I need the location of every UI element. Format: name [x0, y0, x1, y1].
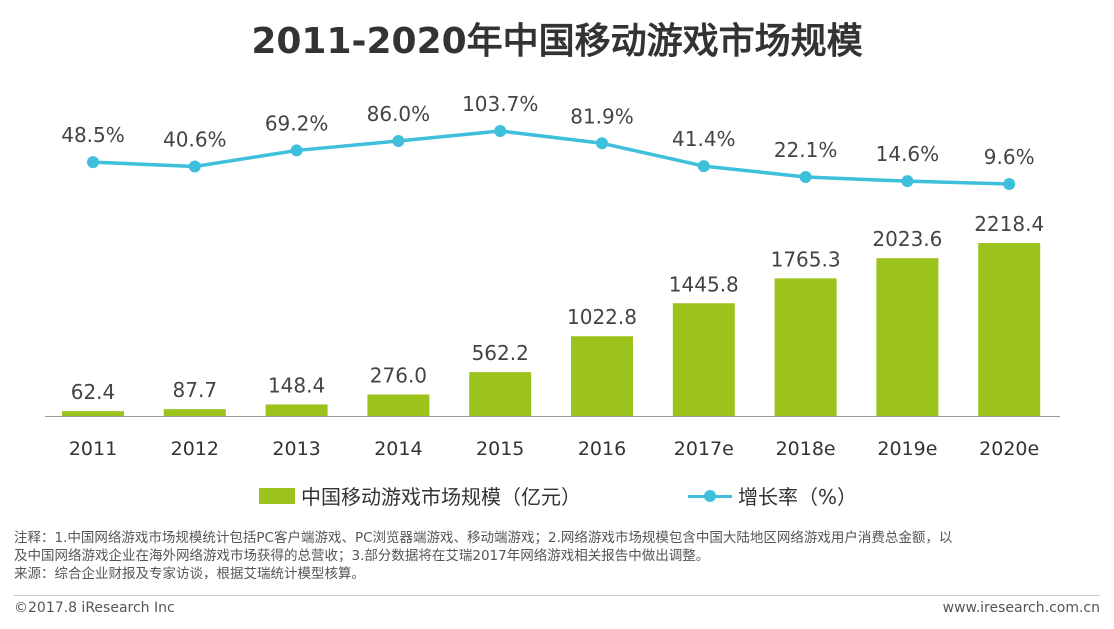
growth-line-layer: 48.5% 40.6% 69.2% 86.0% 103.7% 81.9% 41.4% 22.1…	[61, 92, 1035, 190]
growth-value-label: 40.6%	[163, 128, 227, 152]
bar-2016	[571, 336, 633, 416]
notes-line-3: 来源：综合企业财报及专家访谈，根据艾瑞统计模型核算。	[14, 566, 365, 582]
growth-rate-line	[92, 129, 1010, 186]
bar-value-label: 1022.8	[567, 305, 637, 329]
chart-canvas: 62.4 87.7 148.4 276.0 562.2 1022.8 1445.8 1765.…	[45, 92, 1060, 460]
x-tick-label: 2019e	[877, 438, 937, 460]
growth-value-label: 69.2%	[265, 111, 329, 135]
x-tick-label: 2014	[374, 438, 422, 460]
x-tick-label: 2011	[69, 438, 117, 460]
growth-point-2011	[87, 156, 99, 169]
growth-value-label: 103.7%	[462, 92, 538, 116]
bar-2012	[163, 409, 226, 416]
growth-value-label: 48.5%	[61, 123, 125, 147]
bar-value-label: 62.4	[71, 380, 116, 404]
legend-line-swatch	[688, 488, 732, 504]
legend-label-market-size: 中国移动游戏市场规模（亿元）	[301, 485, 581, 509]
growth-point-2018e	[799, 170, 812, 183]
bar-2017e	[672, 303, 735, 416]
legend-label-growth-rate: 增长率（%）	[738, 485, 858, 509]
bar-value-label: 276.0	[370, 363, 427, 387]
footer-copyright: ©2017.8 iResearch Inc	[14, 600, 175, 616]
bar-value-label: 87.7	[173, 378, 218, 402]
notes-line-2: 及中国网络游戏企业在海外网络游戏市场获得的总营收；3.部分数据将在艾瑞2017年…	[14, 548, 710, 564]
x-tick-label: 2013	[272, 438, 320, 460]
bar-value-label: 1765.3	[771, 247, 841, 271]
growth-point-2015	[494, 125, 507, 137]
bars-layer: 62.4 87.7 148.4 276.0 562.2 1022.8 1445.8 1765.…	[62, 212, 1044, 416]
x-tick-label: 2020e	[979, 438, 1039, 460]
growth-point-2016	[596, 137, 608, 150]
growth-value-label: 81.9%	[570, 104, 634, 128]
growth-value-label: 41.4%	[672, 127, 736, 151]
growth-point-2020e	[1003, 178, 1016, 190]
growth-value-label: 9.6%	[984, 145, 1035, 169]
legend-item-growth-rate: 增长率（%）	[688, 481, 857, 510]
legend: 中国移动游戏市场规模（亿元） 增长率（%）	[0, 481, 1114, 509]
growth-point-2019e	[901, 175, 914, 188]
legend-bar-swatch	[259, 487, 295, 504]
bar-2019e	[876, 258, 939, 416]
bar-value-label: 2218.4	[974, 212, 1044, 236]
x-tick-label: 2015	[476, 438, 524, 460]
chart-notes: 注释：1.中国网络游戏市场规模统计包括PC客户端游戏、PC浏览器端游戏、移动端游…	[14, 529, 1104, 583]
footer-website: www.iresearch.com.cn	[942, 600, 1100, 616]
bar-value-label: 1445.8	[669, 272, 739, 296]
growth-point-2017e	[697, 160, 710, 173]
growth-value-label: 14.6%	[876, 142, 940, 166]
x-tick-label: 2018e	[776, 438, 836, 460]
bar-value-label: 2023.6	[872, 227, 942, 251]
bar-2018e	[774, 278, 837, 416]
bar-2011	[62, 411, 124, 416]
growth-point-2013	[290, 144, 303, 157]
x-tick-label: 2012	[171, 438, 219, 460]
bar-2020e	[978, 243, 1041, 416]
bar-2015	[469, 372, 532, 416]
growth-value-label: 22.1%	[774, 138, 838, 162]
growth-value-label: 86.0%	[367, 102, 431, 126]
legend-item-market-size: 中国移动游戏市场规模（亿元）	[259, 481, 581, 510]
chart-title: 2011-2020年中国移动游戏市场规模	[251, 21, 863, 62]
footer-divider	[14, 595, 1100, 596]
growth-point-2012	[188, 160, 201, 173]
bar-value-label: 148.4	[268, 373, 325, 397]
bar-2014	[367, 394, 430, 416]
growth-point-2014	[392, 134, 405, 147]
bar-value-label: 562.2	[472, 341, 529, 365]
notes-line-1: 注释：1.中国网络游戏市场规模统计包括PC客户端游戏、PC浏览器端游戏、移动端游…	[14, 530, 953, 546]
bar-2013	[265, 404, 328, 416]
x-tick-label: 2016	[578, 438, 626, 460]
x-tick-label: 2017e	[674, 438, 734, 460]
x-axis: 2011 2012 2013 2014 2015 2016 2017e 2018e 2019e 2…	[45, 416, 1060, 460]
